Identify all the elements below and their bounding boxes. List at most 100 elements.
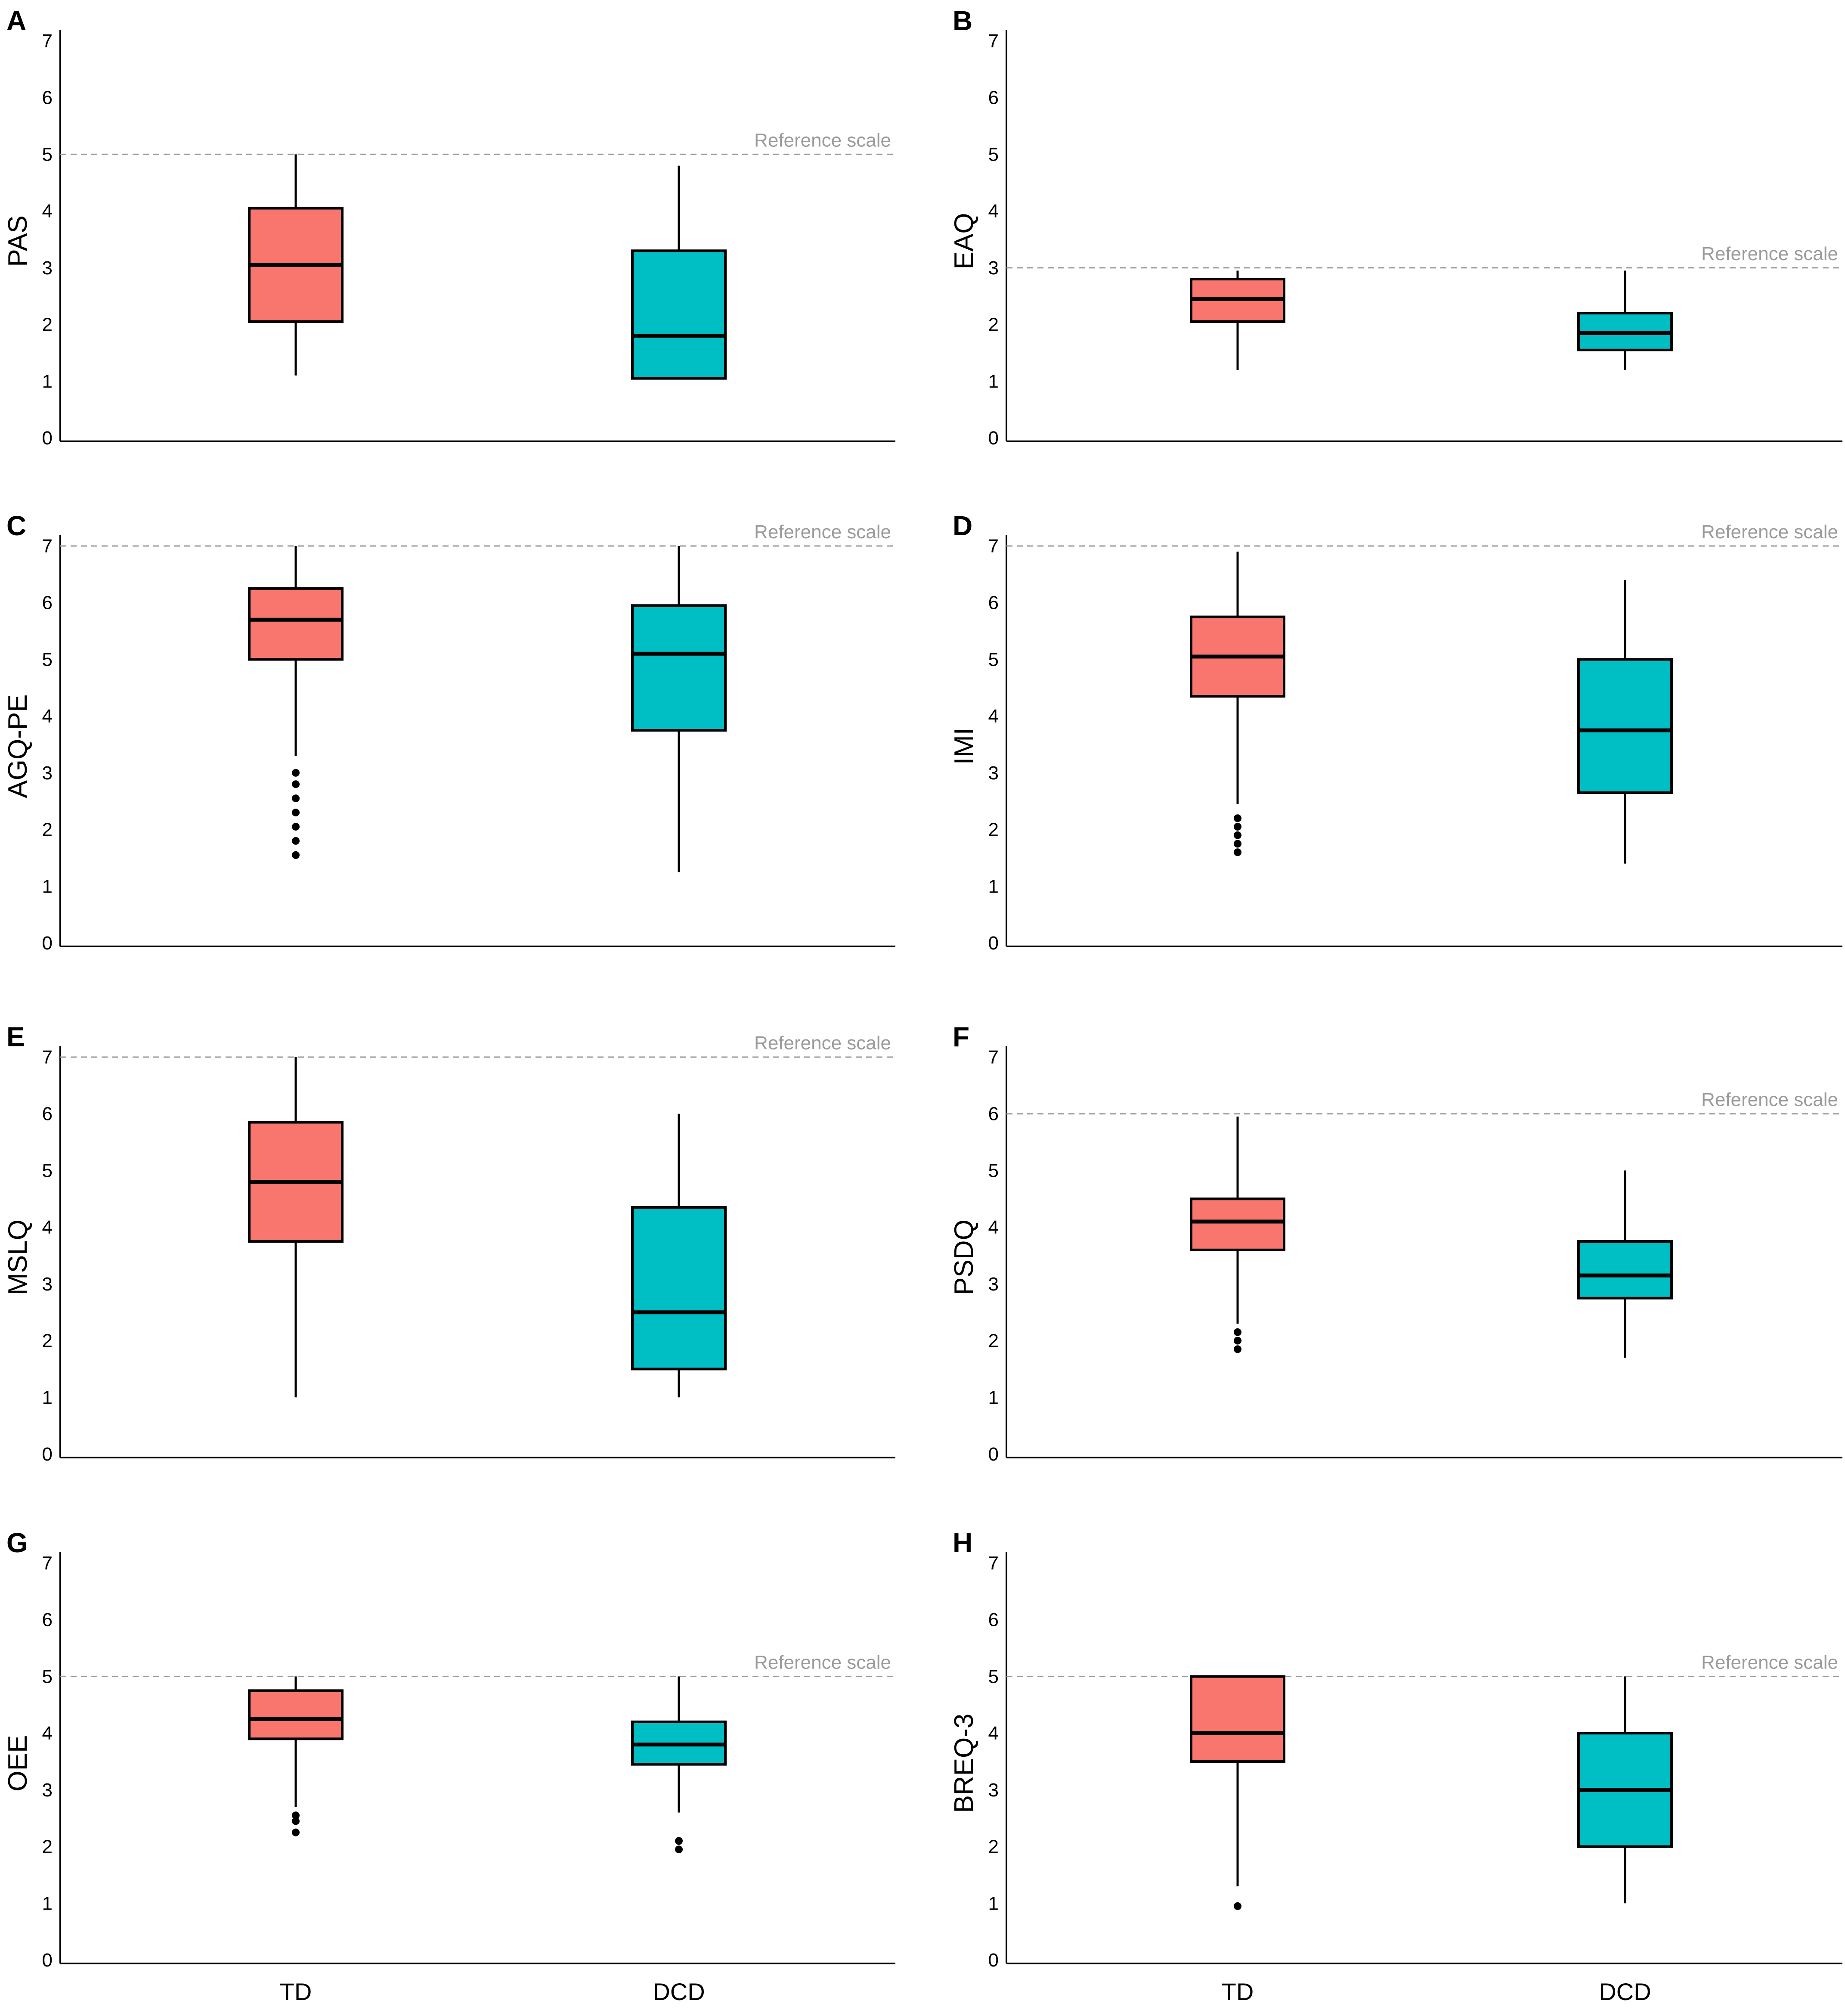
y-tick-label: 6 <box>42 1104 53 1125</box>
y-tick-label: 6 <box>42 1610 53 1631</box>
outlier-point <box>1234 814 1241 822</box>
y-tick-label: 1 <box>988 371 999 392</box>
y-tick-label: 5 <box>988 649 999 670</box>
y-tick-label: 1 <box>42 876 53 897</box>
y-tick-label: 4 <box>42 1723 53 1744</box>
y-tick-label: 6 <box>988 1610 999 1631</box>
box-dcd <box>631 165 727 380</box>
y-tick-label: 4 <box>988 706 999 727</box>
y-tick-label: 1 <box>42 1387 53 1408</box>
y-tick-label: 2 <box>42 314 53 335</box>
outlier-point <box>292 769 300 777</box>
panel-c: C AGQ-PE 0 1 2 3 4 5 6 7 Reference scale <box>3 510 895 954</box>
y-tick-label: 3 <box>988 1274 999 1295</box>
y-tick-label: 5 <box>42 649 53 670</box>
panel-a: A PAS 0 1 2 3 4 5 6 7 Reference scale <box>3 5 895 449</box>
y-tick-label: 1 <box>988 876 999 897</box>
outlier-point <box>1234 831 1241 839</box>
iqr-box <box>1577 658 1673 794</box>
y-tick-label: 3 <box>42 257 53 279</box>
panel-letter: A <box>6 5 26 36</box>
y-tick-label: 3 <box>42 763 53 784</box>
outlier-point <box>292 794 300 803</box>
y-tick-label: 5 <box>988 1666 999 1687</box>
outlier-point <box>292 837 300 845</box>
iqr-box <box>631 1206 727 1371</box>
y-tick-label: 7 <box>988 1047 999 1068</box>
y-tick-label: 2 <box>42 1331 53 1352</box>
y-tick-label: 5 <box>988 144 999 165</box>
y-tick-label: 4 <box>988 1217 999 1238</box>
y-tick-label: 6 <box>42 87 53 109</box>
y-tick-label: 0 <box>42 1950 53 1971</box>
box-td <box>248 1057 344 1398</box>
y-axis-label: OEE <box>3 1735 33 1792</box>
box-td <box>1190 552 1285 856</box>
y-axis-label: MSLQ <box>3 1219 33 1295</box>
panel-d: D IMI 0 1 2 3 4 5 6 7 Reference scale <box>949 510 1842 954</box>
outlier-point <box>292 1811 300 1820</box>
y-tick-label: 2 <box>988 1331 999 1352</box>
y-tick-label: 4 <box>988 1723 999 1744</box>
reference-label: Reference scale <box>1701 1652 1838 1673</box>
reference-label: Reference scale <box>1701 521 1838 543</box>
box-td <box>1190 1675 1285 1910</box>
y-tick-label: 6 <box>988 87 999 109</box>
outlier-point <box>1234 848 1241 856</box>
y-tick-label: 7 <box>42 31 53 52</box>
y-tick-label: 3 <box>988 257 999 279</box>
panel-g: G OEE 0 1 2 3 4 5 6 7 Reference scale TD DCD <box>3 1527 895 2005</box>
panel-letter: E <box>6 1021 25 1052</box>
y-tick-label: 0 <box>42 428 53 449</box>
iqr-box <box>1190 1675 1285 1763</box>
reference-label: Reference scale <box>754 1033 891 1054</box>
panel-letter: F <box>953 1021 969 1052</box>
y-tick-label: 0 <box>988 1444 999 1465</box>
y-tick-label: 2 <box>988 819 999 841</box>
y-tick-label: 0 <box>988 428 999 449</box>
y-axis-label: EAQ <box>949 213 979 270</box>
y-tick-label: 1 <box>42 371 53 392</box>
panel-f: F PSDQ 0 1 2 3 4 5 6 7 Reference scale <box>949 1021 1842 1465</box>
box-td <box>248 546 344 859</box>
y-axis-label: IMI <box>949 728 979 765</box>
outlier-point <box>1234 822 1241 831</box>
box-td <box>1190 270 1285 370</box>
y-tick-label: 7 <box>42 1047 53 1068</box>
y-tick-label: 7 <box>988 31 999 52</box>
y-tick-label: 0 <box>988 1950 999 1971</box>
y-tick-label: 7 <box>42 536 53 557</box>
y-tick-label: 2 <box>988 1836 999 1858</box>
y-tick-label: 6 <box>988 592 999 614</box>
y-axis-label: BREQ-3 <box>949 1714 979 1813</box>
outlier-point <box>292 809 300 817</box>
box-dcd <box>1577 1676 1673 1904</box>
box-td <box>248 154 344 376</box>
x-category-label: TD <box>1222 1978 1254 2005</box>
y-tick-label: 4 <box>42 201 53 222</box>
y-tick-label: 3 <box>42 1274 53 1295</box>
panel-h: H BREQ-3 0 1 2 3 4 5 6 7 Reference scale TD DCD <box>949 1527 1842 2005</box>
iqr-box <box>248 587 344 661</box>
y-tick-label: 5 <box>42 144 53 165</box>
box-td <box>248 1676 344 1836</box>
y-tick-label: 1 <box>988 1387 999 1408</box>
y-tick-label: 2 <box>42 1836 53 1858</box>
outlier-point <box>675 1845 683 1854</box>
x-category-label: DCD <box>1599 1978 1651 2005</box>
outlier-point <box>1234 1902 1241 1910</box>
iqr-box <box>631 604 727 732</box>
y-tick-label: 4 <box>42 1217 53 1238</box>
outlier-point <box>292 1828 300 1836</box>
box-dcd <box>631 546 727 872</box>
y-tick-label: 3 <box>988 1780 999 1801</box>
outlier-point <box>292 822 300 831</box>
outlier-point <box>292 1817 300 1825</box>
y-axis-label: AGQ-PE <box>3 694 33 798</box>
y-tick-label: 6 <box>988 1104 999 1125</box>
y-tick-label: 1 <box>42 1893 53 1914</box>
outlier-point <box>292 780 300 788</box>
iqr-box <box>1577 1240 1673 1300</box>
y-tick-label: 2 <box>988 314 999 335</box>
reference-label: Reference scale <box>754 521 891 543</box>
